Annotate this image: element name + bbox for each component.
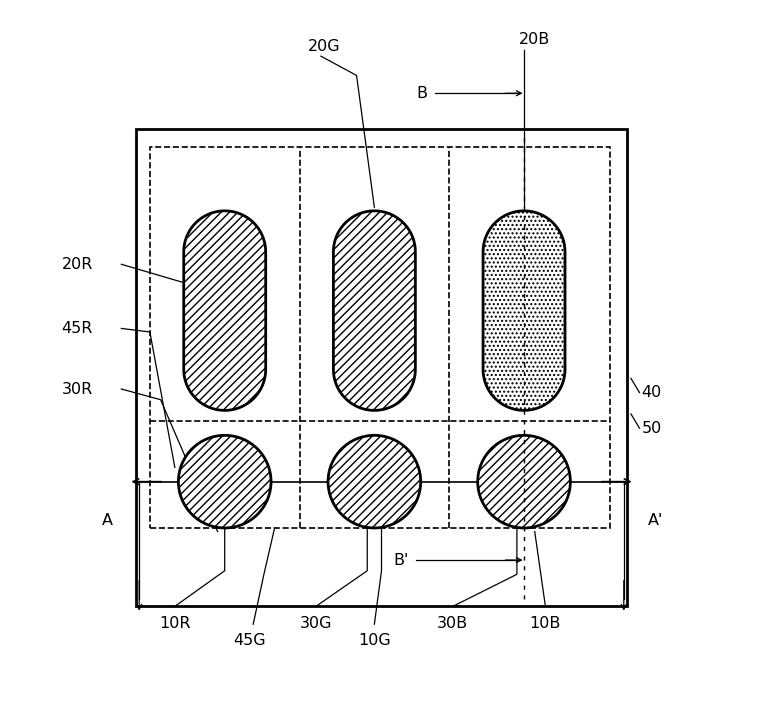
Text: A: A — [101, 513, 113, 528]
PathPatch shape — [483, 211, 565, 410]
Text: B: B — [417, 86, 428, 101]
PathPatch shape — [184, 211, 266, 410]
Text: 10R: 10R — [159, 616, 191, 631]
Text: 30G: 30G — [300, 616, 332, 631]
Text: 45R: 45R — [62, 321, 93, 336]
Text: 50: 50 — [642, 420, 662, 435]
Bar — [136, 129, 627, 606]
Text: 30B: 30B — [437, 616, 468, 631]
PathPatch shape — [333, 211, 415, 410]
Text: 45G: 45G — [233, 633, 266, 647]
Text: A': A' — [649, 513, 664, 528]
Text: 20R: 20R — [62, 257, 93, 272]
Circle shape — [179, 435, 271, 528]
Text: 20G: 20G — [308, 39, 341, 54]
Text: B': B' — [393, 552, 408, 567]
Text: 10B: 10B — [530, 616, 561, 631]
Text: 30R: 30R — [62, 381, 93, 397]
Circle shape — [328, 435, 420, 528]
Text: 10G: 10G — [358, 633, 391, 647]
Bar — [150, 146, 610, 528]
Circle shape — [478, 435, 571, 528]
Text: 40: 40 — [642, 385, 662, 400]
Text: 20B: 20B — [519, 32, 550, 47]
